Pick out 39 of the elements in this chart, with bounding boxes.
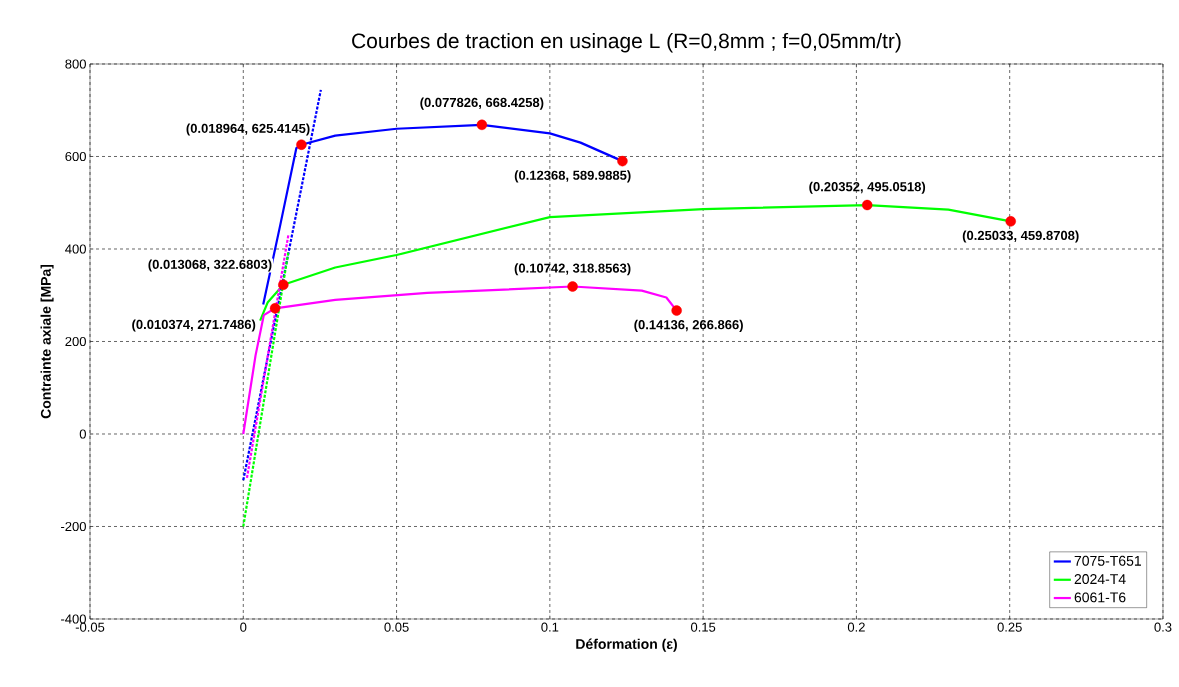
x-tick-label: 0.2 <box>847 622 865 632</box>
x-axis-title: Déformation (ε) <box>576 638 677 652</box>
legend-label: 7075-T651 <box>1074 555 1141 566</box>
annotation: (0.14136, 266.866) <box>634 319 743 332</box>
x-tick-label: 0.1 <box>541 622 559 632</box>
y-tick-label: 0 <box>79 429 86 439</box>
annotation: (0.10742, 318.8563) <box>514 263 631 276</box>
annotation: (0.018964, 625.4145) <box>186 123 310 136</box>
annotation: (0.013068, 322.6803) <box>148 259 272 272</box>
y-axis-title: Contrainte axiale [MPa] <box>40 264 54 419</box>
point <box>1005 216 1016 227</box>
x-tick-label: 0.15 <box>690 622 716 632</box>
point <box>862 199 873 211</box>
legend-label: 6061-T6 <box>1074 592 1126 603</box>
legend-label: 2024-T4 <box>1074 574 1126 585</box>
annotation: (0.20352, 495.0518) <box>809 181 926 194</box>
point <box>278 279 289 290</box>
x-tick-label: 0.25 <box>997 622 1022 632</box>
point <box>671 305 682 316</box>
point <box>296 139 307 150</box>
point <box>567 281 578 292</box>
point <box>476 119 488 131</box>
annotation: (0.12368, 589.9885) <box>514 170 631 183</box>
y-tick-label: -400 <box>61 614 86 624</box>
y-tick-label: 400 <box>65 244 86 254</box>
chart-title: Courbes de traction en usinage L (R=0,8mm ; f=0,05mm/tr) <box>352 32 901 53</box>
x-tick-label: 0.3 <box>1154 622 1172 632</box>
point <box>617 155 628 167</box>
annotation: (0.077826, 668.4258) <box>420 97 544 110</box>
x-tick-label: 0 <box>240 622 247 632</box>
x-tick-label: 0.05 <box>384 622 409 632</box>
annotation: (0.010374, 271.7486) <box>132 319 256 332</box>
x-tick-label: -0.05 <box>75 622 105 632</box>
y-tick-label: 800 <box>65 59 86 69</box>
y-tick-label: 200 <box>65 336 86 347</box>
y-tick-label: -200 <box>61 521 86 532</box>
annotation: (0.25033, 459.8708) <box>962 230 1079 243</box>
y-tick-label: 600 <box>65 151 86 162</box>
point <box>269 303 281 314</box>
